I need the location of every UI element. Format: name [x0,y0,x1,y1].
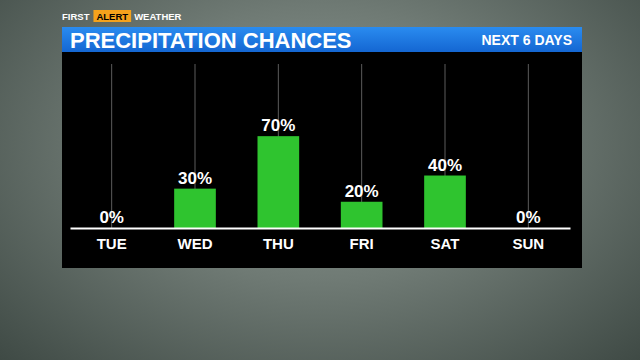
logo: FIRST ALERT WEATHER [62,10,182,22]
data-label: 70% [261,116,295,135]
grid [112,64,529,228]
data-label: 0% [99,208,124,227]
tick-label: SUN [512,235,544,252]
panel [62,52,582,268]
tick: SUN [512,228,544,252]
logo-box [93,10,131,22]
data-label: 20% [345,182,379,201]
logo-part: FIRST [62,11,90,22]
subtitle: NEXT 6 DAYS [481,32,572,48]
tick-label: FRI [350,235,374,252]
axis-line [71,228,571,230]
annotation: ALERT [96,11,128,22]
tick: WED [178,228,213,252]
tick: FRI [350,228,374,252]
grid-line [111,64,112,228]
annotation: FIRST [62,11,90,22]
annotation: WEATHER [134,11,181,22]
grid-line [528,64,529,228]
data-label: 0% [516,208,541,227]
title-bar [62,27,582,52]
data-label: 30% [178,169,212,188]
tick-label: TUE [97,235,127,252]
bar [258,136,300,228]
logo-part: WEATHER [134,11,181,22]
tick: TUE [97,228,127,252]
tick: THU [263,228,294,252]
data-labels: 0% 30% 70% 20% 40% 0% [99,116,540,227]
bar [341,202,383,228]
bars [174,136,466,228]
tick-label: SAT [431,235,460,252]
data-label: 40% [428,156,462,175]
chart: PRECIPITATION CHANCES NEXT 6 DAYS FIRST ALE… [0,0,640,360]
bar [424,176,466,228]
bar [174,189,216,228]
title: PRECIPITATION CHANCES [70,28,352,53]
x-axis: TUE WED THU FRI SAT SUN [71,228,571,252]
logo-part: ALERT [93,10,131,22]
tick-label: WED [178,235,213,252]
tick: SAT [431,228,460,252]
tick-label: THU [263,235,294,252]
